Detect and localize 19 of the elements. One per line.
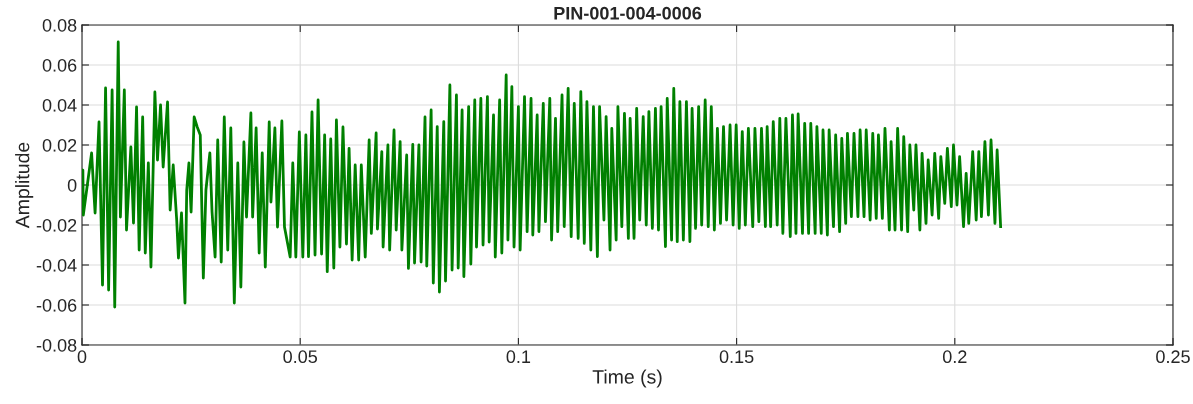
x-tick-label: 0.15 [719,350,754,364]
y-axis-title: Amplitude [15,142,34,229]
y-tick-label: -0.04 [36,258,77,272]
y-tick-label: 0.04 [42,98,77,112]
y-tick-label: -0.08 [36,338,77,352]
y-tick-label: 0 [67,178,77,192]
y-tick-label: 0.02 [42,138,77,152]
x-tick-label: 0.1 [506,350,531,364]
x-tick-label: 0.2 [942,350,967,364]
x-axis-title: Time (s) [592,369,662,388]
chart-title: PIN-001-004-0006 [554,6,702,20]
x-tick-label: 0 [77,350,87,364]
y-tick-label: -0.06 [36,298,77,312]
x-tick-label: 0.25 [1156,350,1190,364]
y-tick-label: 0.08 [42,18,77,32]
y-tick-label: 0.06 [42,58,77,72]
line-series [82,40,1003,309]
y-tick-label: -0.02 [36,218,77,232]
x-tick-label: 0.05 [283,350,318,364]
